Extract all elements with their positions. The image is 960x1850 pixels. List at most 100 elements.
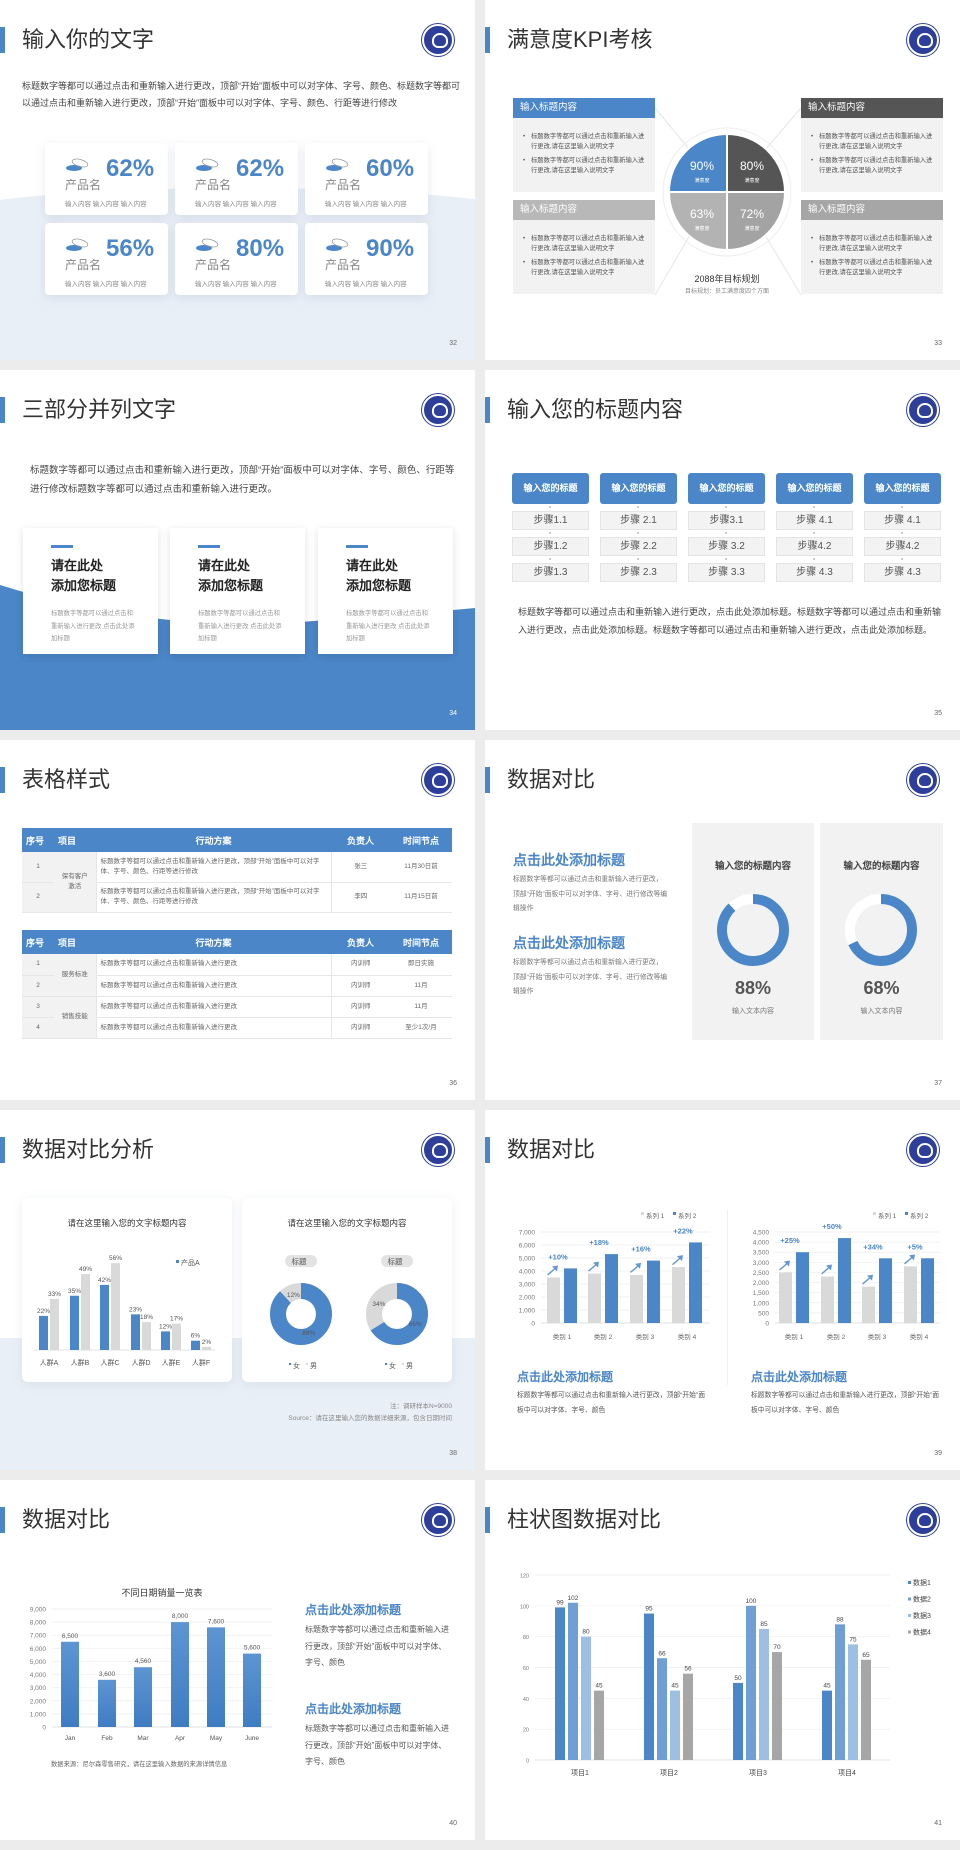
y-tick-label: 1,500 (753, 1290, 770, 1297)
step-item[interactable]: 步骤 4.1 (864, 511, 941, 530)
quadrant-value: 72% (740, 207, 764, 221)
data-label: 7,600 (208, 1618, 225, 1625)
bar-chart-title: 请在这里输入您的文字标题内容 (67, 1218, 187, 1228)
block-heading: 点击此处添加标题 (513, 935, 625, 951)
donut-segment (366, 1283, 428, 1345)
chart-title: 不同日期销量一览表 (121, 1588, 203, 1598)
y-tick-label: 7,000 (519, 1230, 536, 1237)
bar-chart-card (22, 1198, 232, 1382)
connector-dot (901, 506, 903, 508)
legend-label: 男 (310, 1362, 317, 1370)
bar (733, 1682, 743, 1760)
y-tick-label: 500 (758, 1310, 769, 1317)
kpi-box: 输入标题内容标题数字等都可以通过点击和重新输入进行更改,请在这里输入说明文字标题… (513, 200, 655, 294)
school-seal-logo (422, 1134, 454, 1166)
page-number: 38 (449, 1450, 457, 1457)
pie-quadrant (726, 132, 787, 193)
bar (243, 1653, 261, 1727)
product-name: 产品名 (195, 178, 232, 192)
data-label: 70 (773, 1644, 781, 1651)
action-plan-table-1: 序号 项目 行动方案 负责人 时间节点 1 保有客户激活 标题数字等都可以通过点击和重新输入进… (22, 828, 452, 913)
column-header: 项目 (54, 930, 96, 954)
step-item[interactable]: 步骤4.2 (864, 537, 941, 556)
donut-progress (845, 894, 917, 966)
y-tick-label: 5,000 (519, 1256, 536, 1263)
gender-donut-charts: 标题 88% 12% 女 男 标题 66% 34% 女 男 (270, 1255, 428, 1370)
x-tick-label: 类别 1 (785, 1332, 804, 1341)
column-header: 时间节点 (390, 930, 452, 954)
bar (838, 1238, 851, 1323)
row-number: 1 (22, 954, 54, 976)
slide-title: 表格样式 (22, 767, 111, 792)
bar (861, 1659, 871, 1760)
bar (779, 1272, 792, 1323)
data-label: 49% (79, 1266, 92, 1273)
action-plan-cell: 标题数字等都可以通过点击和重新输入进行更改，顶部“开始”面板中可以对字体、字号、… (95, 882, 332, 913)
x-tick-label: 人群E (162, 1358, 181, 1367)
step-item[interactable]: 步骤 3.3 (688, 563, 765, 582)
step-item[interactable]: 步骤1.1 (512, 511, 589, 530)
legend-label: 男 (406, 1362, 413, 1370)
bullet-item: 标题数字等都可以通过点击和重新输入进行更改,请在这里输入说明文字 (523, 132, 645, 152)
bullet-item: 标题数字等都可以通过点击和重新输入进行更改,请在这里输入说明文字 (811, 234, 933, 254)
bar (689, 1242, 702, 1323)
step-item[interactable]: 步骤 2.3 (600, 563, 677, 582)
project-cell: 保有客户激活 (54, 852, 96, 913)
growth-arrow-icon (821, 1264, 832, 1275)
kpi-subtext: 输入内容 输入内容 输入内容 (65, 201, 147, 208)
legend-swatch (385, 1363, 387, 1365)
x-tick-label: Feb (101, 1735, 113, 1742)
step-item[interactable]: 步骤4.2 (776, 537, 853, 556)
product-name: 产品名 (195, 258, 232, 272)
project-bar-chart: 0 20 40 60 80 100 120 99 102 80 45 项目1 95 66 45 56 项目2 50… (520, 1574, 931, 1778)
step-item[interactable]: 步骤1.2 (512, 537, 589, 556)
bar (171, 1622, 189, 1727)
panel-label: 输入文本内容 (732, 1008, 774, 1015)
data-label: 5,600 (244, 1645, 261, 1652)
step-item[interactable]: 步骤 2.2 (600, 537, 677, 556)
column-header-button[interactable]: 输入您的标题 (600, 473, 677, 504)
kpi-subtext: 输入内容 输入内容 输入内容 (195, 201, 277, 208)
x-tick-label: 类别 3 (868, 1332, 887, 1341)
legend-label: 系列 2 (678, 1211, 697, 1220)
y-tick-label: 1,000 (519, 1308, 536, 1315)
kpi-pie: 90% 满意度 80% 满意度 63% 满意度 72% 满意度 (654, 107, 802, 296)
bar (100, 1284, 109, 1350)
box-body: 标题数字等都可以通过点击和重新输入进行更改,请在这里输入说明文字标题数字等都可以… (513, 220, 655, 294)
column-header-button[interactable]: 输入您的标题 (864, 473, 941, 504)
step-item[interactable]: 步骤1.3 (512, 563, 589, 582)
growth-annotation: +50% (822, 1222, 842, 1231)
step-item[interactable]: 步骤 4.3 (776, 563, 853, 582)
y-tick-label: 1,000 (30, 1711, 47, 1718)
bar (821, 1276, 834, 1323)
y-tick-label: 4,000 (519, 1269, 536, 1276)
growth-arrow-icon (672, 1255, 683, 1266)
step-item[interactable]: 步骤 4.3 (864, 563, 941, 582)
column-header-button[interactable]: 输入您的标题 (776, 473, 853, 504)
donut-fill (845, 894, 917, 966)
growth-arrow-icon (547, 1265, 558, 1276)
bullet-item: 标题数字等都可以通过点击和重新输入进行更改,请在这里输入说明文字 (811, 156, 933, 176)
data-label: 88 (836, 1616, 844, 1623)
divider (727, 1210, 728, 1385)
project-cell: 服务标准 (54, 954, 96, 997)
step-item[interactable]: 步骤3.1 (688, 511, 765, 530)
step-item[interactable]: 步骤 2.1 (600, 511, 677, 530)
data-label: 75 (849, 1636, 857, 1643)
column-header: 项目 (54, 828, 96, 852)
column-header: 行动方案 (96, 930, 331, 954)
connector-line (764, 234, 802, 296)
slide-title: 数据对比分析 (22, 1137, 155, 1162)
slide-32: 输入你的文字 标题数字等都可以通过点击和重新输入进行更改，顶部“开始”面板中可以… (0, 0, 475, 360)
column-header-button[interactable]: 输入您的标题 (688, 473, 765, 504)
data-label: 4,560 (135, 1658, 152, 1665)
box-body: 标题数字等都可以通过点击和重新输入进行更改,请在这里输入说明文字标题数字等都可以… (513, 118, 655, 192)
column-header-button[interactable]: 输入您的标题 (512, 473, 589, 504)
step-item[interactable]: 步骤 3.2 (688, 537, 765, 556)
card-accent-bar (51, 545, 73, 548)
x-tick-label: 人群F (192, 1358, 210, 1367)
card-text: 标题数字等都可以通过点击和重新输入进行更改 点击此处添加标题 (51, 610, 135, 642)
kpi-box: 输入标题内容标题数字等都可以通过点击和重新输入进行更改,请在这里输入说明文字标题… (513, 98, 655, 192)
step-item[interactable]: 步骤 4.1 (776, 511, 853, 530)
connector-dot (901, 532, 903, 534)
